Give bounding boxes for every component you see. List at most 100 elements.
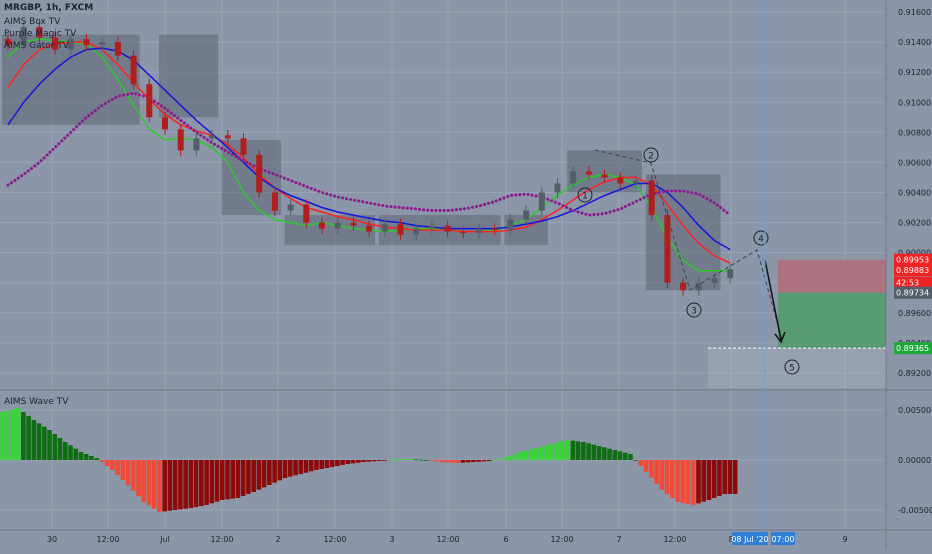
wave-bar — [591, 444, 597, 460]
candle-body — [664, 215, 671, 283]
price-label-bg — [894, 264, 932, 277]
wave-bar — [539, 446, 544, 460]
wave-bar — [455, 460, 461, 463]
wave-bar — [298, 460, 304, 474]
candle-body — [114, 42, 121, 56]
candle-body — [162, 117, 168, 130]
wave-bar — [287, 460, 293, 477]
blue-gator-line — [7, 47, 731, 251]
wave-bar — [272, 460, 277, 483]
wave-bar — [157, 460, 162, 512]
price-label: 42:53 — [896, 279, 919, 288]
x-crosshair-label: 07:00 — [771, 535, 794, 544]
wave-marker — [686, 302, 702, 318]
wave-bar — [382, 460, 387, 461]
candle-body — [711, 278, 718, 283]
wave-bar — [188, 460, 194, 508]
wave-bar — [638, 460, 644, 466]
stop-loss-zone — [778, 259, 886, 293]
candle-body — [570, 171, 577, 184]
wave-bar — [151, 460, 157, 509]
wave-bar — [267, 460, 272, 485]
range-box — [284, 215, 376, 246]
wave-bar — [94, 458, 99, 460]
wave-bar — [554, 442, 560, 460]
wave-bar — [706, 460, 712, 500]
candle-body — [224, 135, 231, 139]
wave-bar — [146, 460, 152, 506]
candle-body — [67, 39, 74, 50]
x-crosshair-label: 08 Jul '20 — [731, 535, 768, 544]
candle-body — [366, 225, 373, 232]
wave-bar — [659, 460, 665, 490]
wave-bar — [465, 460, 471, 463]
wave-bar — [586, 443, 591, 460]
wave-bar — [99, 460, 105, 462]
wave-bar — [481, 460, 487, 462]
y-tick-label: 0.91400 — [898, 38, 931, 47]
wave-bar — [376, 460, 382, 461]
wave-bar — [277, 460, 283, 481]
wave-bar — [42, 426, 47, 460]
wave-bar — [52, 434, 58, 460]
wave-bar — [62, 442, 68, 460]
candle-body — [83, 39, 90, 46]
wave-bar — [528, 449, 534, 460]
candle-body — [350, 222, 357, 226]
candle-body — [617, 177, 624, 184]
wave-pane-title[interactable]: AIMS Wave TV — [4, 397, 69, 407]
elliott-wave-annotations: 1 2 3 4 5 — [577, 147, 800, 375]
wave-bar — [518, 452, 523, 460]
x-tick-label: 12:00 — [96, 535, 119, 544]
wave-bar — [235, 460, 241, 498]
wave-bar — [392, 459, 398, 460]
candle-body — [476, 228, 482, 234]
wave-bar — [130, 460, 136, 491]
indicator-label-box[interactable]: AIMS Box TV — [4, 17, 61, 27]
y-tick-label: 0.90200 — [898, 219, 931, 228]
y-tick-label: 0.91000 — [898, 98, 931, 107]
indicator-label-gator[interactable]: AIMS Gator TV — [4, 41, 69, 51]
wave-bar — [282, 460, 288, 478]
wave-bar — [73, 448, 79, 460]
wave-bar — [350, 460, 356, 464]
wave-bar — [507, 456, 513, 460]
wave-bar — [643, 460, 649, 472]
wave-bar — [617, 451, 623, 460]
wave-bar — [219, 460, 225, 500]
wave-label: 1 — [582, 192, 588, 202]
indicator-label-purple[interactable]: Purple Magic TV — [4, 29, 77, 39]
price-label: 0.89734 — [896, 289, 929, 298]
candle-body — [460, 231, 467, 234]
wave-bar — [110, 460, 115, 470]
wave-bar — [607, 448, 612, 460]
wave-bar — [533, 448, 539, 460]
wave-bar — [560, 441, 565, 460]
candle-body — [334, 222, 341, 229]
wave-bar — [83, 454, 89, 460]
candle-body — [523, 210, 530, 220]
wave-bar — [497, 459, 502, 460]
wave-bar — [31, 420, 37, 460]
candle-body — [287, 204, 294, 211]
candle-body — [491, 228, 498, 231]
wave-bar — [293, 460, 298, 476]
candle-body — [413, 228, 420, 235]
wave-bar — [261, 460, 267, 488]
wave-bar — [366, 460, 372, 462]
wave-bar — [68, 445, 73, 460]
wave-bar — [622, 452, 628, 460]
wave-bar — [696, 460, 701, 504]
wave-bar — [492, 460, 497, 461]
wave-bar — [256, 460, 262, 490]
x-tick-label: 12:00 — [663, 535, 686, 544]
wave-marker — [577, 187, 593, 203]
wave-bar — [193, 460, 199, 507]
y-tick-label: 0.90800 — [898, 128, 931, 137]
wave-bar — [471, 460, 476, 462]
trade-zones — [708, 259, 886, 388]
x-tick-label: 9 — [842, 535, 847, 544]
candle-body — [507, 219, 514, 231]
price-label-bg — [894, 253, 932, 266]
